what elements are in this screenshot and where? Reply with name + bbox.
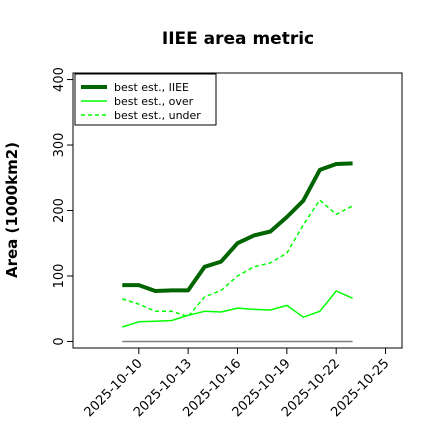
legend: best est., IIEE best est., over best est… bbox=[74, 73, 217, 126]
y-tick-label-1: 100 bbox=[52, 264, 67, 289]
series-layer bbox=[122, 161, 353, 343]
x-axis: 2025-10-102025-10-132025-10-162025-10-19… bbox=[82, 348, 392, 420]
series-line-over bbox=[122, 290, 353, 328]
legend-label-iiee: best est., IIEE bbox=[114, 81, 189, 94]
series-line-under bbox=[122, 199, 353, 318]
y-tick-label-0: 0 bbox=[52, 337, 67, 345]
y-tick-label-3: 300 bbox=[52, 133, 67, 158]
legend-label-under: best est., under bbox=[114, 109, 201, 122]
series-line-iiee bbox=[122, 161, 353, 293]
y-axis-label: Area (1000km2) bbox=[3, 142, 21, 278]
y-tick-label-4: 400 bbox=[52, 67, 67, 92]
y-tick-label-2: 200 bbox=[52, 198, 67, 223]
legend-label-over: best est., over bbox=[114, 95, 194, 108]
legend-box bbox=[74, 73, 217, 126]
chart-title: IIEE area metric bbox=[162, 29, 314, 49]
y-axis: 0 100 200 300 400 bbox=[52, 67, 73, 346]
